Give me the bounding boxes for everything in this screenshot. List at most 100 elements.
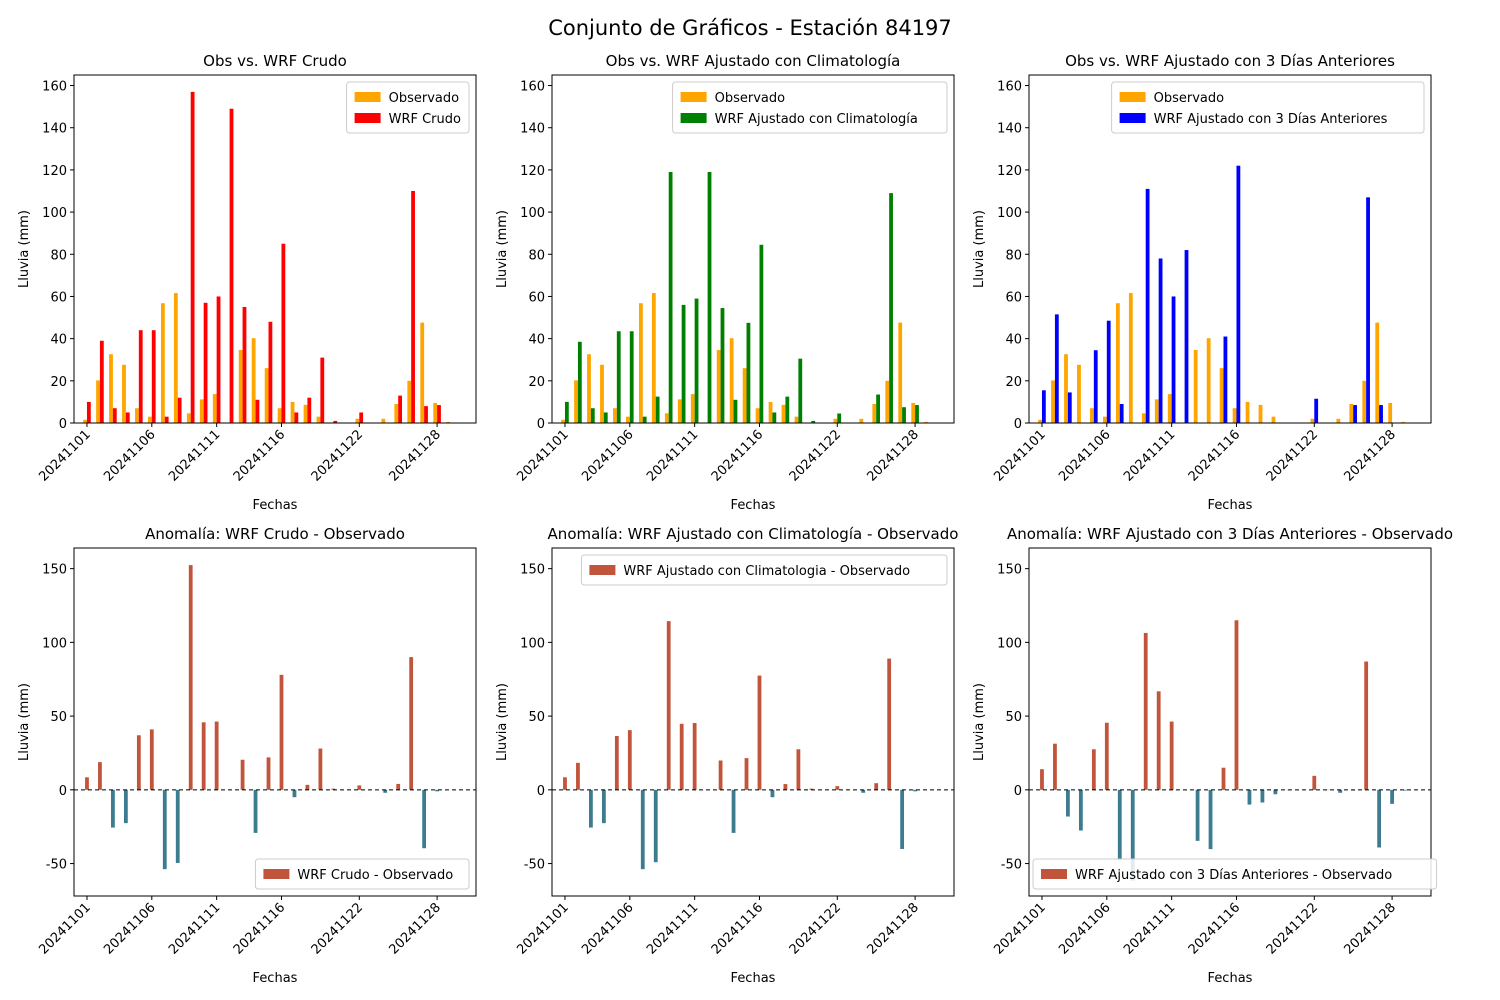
y-tick-label: 0 [537, 417, 545, 432]
bar-20241109-s1 [190, 91, 195, 423]
bar-20241110-s0 [679, 723, 684, 790]
bar-20241115-s1 [268, 321, 273, 423]
bar-20241115-s0 [1219, 368, 1224, 423]
legend-box [254, 858, 470, 890]
x-tick-label: 20241128 [387, 900, 444, 957]
bar-20241126-s0 [887, 658, 892, 790]
bar-20241116-s1 [759, 244, 764, 423]
bar-20241112-s1 [229, 108, 234, 423]
bar-20241122-s0 [355, 418, 360, 423]
chart-panel-6: Anomalía: WRF Ajustado con 3 Días Anteri… [972, 525, 1453, 986]
bar-20241113-s0 [718, 760, 723, 790]
bar-20241103-s0 [1066, 789, 1070, 817]
bar-20241119-s0 [316, 416, 321, 423]
bar-20241107-s0 [162, 789, 167, 870]
bar-20241126-s0 [407, 380, 412, 423]
bar-20241104-s0 [123, 789, 128, 824]
bar-20241122-s0 [1310, 418, 1315, 423]
y-tick-label: 40 [1005, 333, 1022, 348]
bar-20241107-s0 [160, 303, 165, 423]
bar-20241117-s0 [290, 401, 295, 423]
x-tick-label: 20241111 [166, 427, 223, 484]
bar-20241110-s1 [681, 304, 686, 423]
bar-20241127-s1 [1379, 405, 1383, 423]
bar-20241104-s0 [600, 364, 604, 423]
y-axis-label: Lluvia (mm) [495, 683, 510, 761]
legend-swatch [680, 92, 707, 102]
bar-20241115-s0 [742, 368, 747, 423]
bar-20241103-s0 [109, 354, 113, 423]
bar-20241114-s0 [1208, 789, 1213, 850]
bar-20241128-s0 [433, 402, 438, 423]
bar-20241108-s1 [177, 397, 182, 423]
bar-20241111-s0 [692, 723, 697, 790]
axes-frame [551, 74, 955, 424]
bar-20241102-s0 [1053, 743, 1057, 790]
y-tick-label: 160 [42, 80, 67, 95]
bar-20241103-s0 [589, 789, 593, 828]
bar-20241118-s0 [1258, 404, 1263, 423]
bar-20241122-s1 [837, 413, 842, 423]
bar-20241122-s0 [357, 785, 362, 790]
bar-20241111-s1 [1171, 296, 1176, 423]
x-tick-label: 20241111 [166, 900, 223, 957]
bar-20241110-s0 [201, 722, 206, 790]
y-tick-label: 80 [528, 248, 545, 263]
legend-label: WRF Ajustado con 3 Días Anteriores [1154, 112, 1388, 127]
bar-20241107-s0 [1115, 303, 1120, 423]
y-axis-label: Lluvia (mm) [17, 210, 32, 288]
bar-20241107-s1 [164, 416, 169, 423]
bar-20241111-s0 [1169, 721, 1174, 790]
bar-20241116-s0 [755, 408, 760, 423]
bar-20241126-s0 [409, 657, 414, 790]
x-tick-label: 20241101 [991, 427, 1048, 484]
bar-20241115-s0 [744, 758, 749, 790]
bar-20241128-s1 [437, 405, 441, 423]
y-axis-label: Lluvia (mm) [972, 210, 987, 288]
y-axis-label: Lluvia (mm) [495, 210, 510, 288]
bar-20241119-s1 [320, 357, 325, 423]
bar-20241126-s1 [1366, 197, 1370, 423]
y-tick-label: -50 [46, 858, 67, 873]
bar-20241126-s0 [885, 380, 890, 423]
y-tick-label: 0 [1014, 417, 1022, 432]
bar-20241110-s1 [1158, 258, 1163, 423]
bar-20241116-s1 [281, 243, 286, 423]
bar-20241101-s1 [564, 401, 569, 423]
bar-20241128-s0 [1390, 789, 1394, 804]
x-tick-label: 20241122 [1264, 427, 1321, 484]
x-tick-label: 20241128 [865, 900, 922, 957]
x-tick-label: 20241116 [231, 900, 288, 957]
bar-20241107-s1 [1119, 404, 1124, 423]
bar-20241127-s1 [902, 407, 906, 423]
bar-20241122-s1 [359, 412, 364, 423]
bar-20241106-s0 [626, 416, 630, 423]
bar-20241115-s0 [266, 757, 271, 790]
bar-20241104-s0 [122, 364, 126, 423]
bar-20241111-s0 [690, 394, 695, 423]
bar-20241110-s1 [203, 302, 208, 423]
x-tick-label: 20241106 [1056, 900, 1113, 957]
bar-20241116-s0 [279, 674, 284, 790]
bar-20241124-s0 [1336, 418, 1341, 423]
x-tick-label: 20241101 [991, 900, 1048, 957]
bar-20241126-s0 [1362, 380, 1367, 423]
y-tick-label: 60 [50, 290, 67, 305]
bar-20241105-s1 [1093, 350, 1098, 423]
chart-panel-1: Obs vs. WRF Crudo 0 20 40 60 80 100 120 140 160 20… [17, 52, 477, 513]
chart-panel-2: Obs vs. WRF Ajustado con Climatología020… [495, 52, 955, 513]
bar-20241129-s0 [446, 421, 451, 423]
y-tick-label: 60 [528, 290, 545, 305]
x-tick-label: 20241101 [514, 900, 571, 957]
bar-20241125-s0 [394, 404, 399, 423]
y-tick-label: 0 [59, 417, 67, 432]
bar-20241116-s0 [1232, 408, 1237, 423]
y-tick-label: 140 [997, 122, 1022, 137]
x-tick-label: 20241116 [231, 427, 288, 484]
bar-20241101-s0 [85, 777, 89, 790]
x-tick-label: 20241116 [709, 900, 766, 957]
y-tick-label: 120 [520, 164, 545, 179]
x-axis-label: Fechas [731, 971, 776, 986]
legend-label: Observado [715, 91, 786, 106]
bar-20241124-s0 [859, 418, 864, 423]
